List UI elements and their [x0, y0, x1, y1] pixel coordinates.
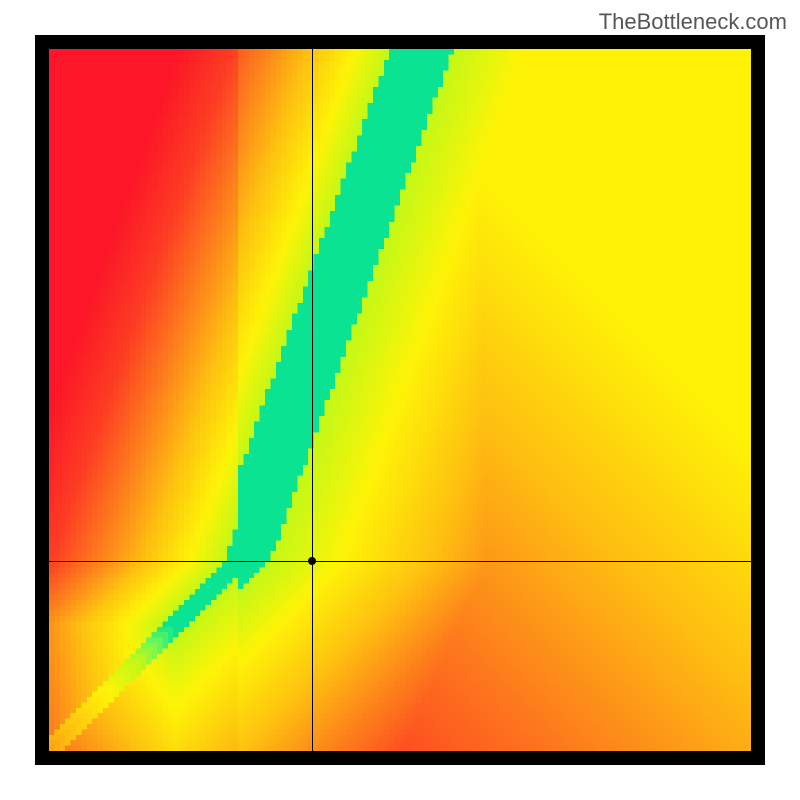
heatmap-canvas	[49, 49, 751, 751]
crosshair-vertical	[312, 49, 313, 751]
plot-frame	[35, 35, 765, 765]
crosshair-horizontal	[49, 561, 751, 562]
watermark-text: TheBottleneck.com	[599, 9, 787, 35]
